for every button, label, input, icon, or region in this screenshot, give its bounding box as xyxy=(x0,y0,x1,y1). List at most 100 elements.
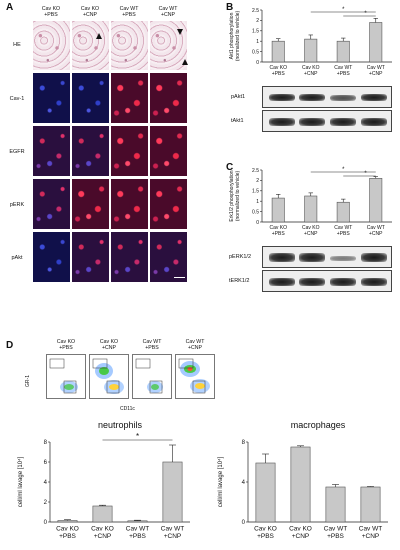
x-tick-label: +PBS xyxy=(272,231,286,237)
y-tick-label: 1 xyxy=(256,199,259,205)
y-tick-label: 8 xyxy=(242,440,246,446)
terk12-blot xyxy=(262,270,392,292)
bar xyxy=(369,22,383,63)
terk12-blot-label: tERK1/2 xyxy=(229,278,250,284)
pakt-stain-tile xyxy=(110,231,149,283)
bar xyxy=(290,446,311,523)
pakt1-blot xyxy=(262,86,392,108)
flow-y-axis-label: GR-1 xyxy=(24,375,31,387)
x-tick-label: +CNP xyxy=(164,533,182,540)
flow-density-graphic xyxy=(49,358,78,394)
panel-d-label: D xyxy=(6,340,14,351)
y-axis-label-group: Erk1/2 phosphorylation (normalized to veh… xyxy=(229,170,241,221)
panel-a-label: A xyxy=(6,2,14,13)
panel-a-col-header: Cav WT +CNP xyxy=(158,6,178,18)
y-tick-label: 2.5 xyxy=(252,168,259,174)
y-tick-label: 1.5 xyxy=(252,29,259,35)
perk-stain-tile xyxy=(71,178,110,230)
blot-band xyxy=(361,94,387,101)
x-tick-label: Cav WT xyxy=(161,526,185,533)
x-tick-label: +PBS xyxy=(337,71,351,77)
flow-density-graphic xyxy=(92,358,124,394)
arrowhead-icon xyxy=(182,59,188,65)
bar xyxy=(336,40,350,63)
significance-star: * xyxy=(342,167,345,173)
egfr-stain-tile xyxy=(71,125,110,177)
panel-d-col-header: Cav WT +CNP xyxy=(185,339,205,351)
x-tick-label: Cav KO xyxy=(56,526,79,533)
bar xyxy=(162,461,183,523)
panel-a-row-label: pAkt xyxy=(11,255,23,261)
bar xyxy=(304,38,318,63)
y-tick-label: 0 xyxy=(242,520,246,526)
neutrophils-chart: neutrophils cell/ml lavage [10⁴] 0 2 4 6 8 Cav … xyxy=(17,420,190,540)
blot-band xyxy=(269,94,295,101)
flow-density-graphic xyxy=(135,358,163,394)
y-tick-label: 4 xyxy=(242,480,246,486)
blot-band xyxy=(299,278,325,286)
significance-star: * xyxy=(136,432,139,441)
x-tick-label: Cav KO xyxy=(254,526,277,533)
y-tick-label: 2 xyxy=(256,18,259,24)
bar xyxy=(369,178,383,223)
arrowhead-icon xyxy=(177,29,183,35)
bar xyxy=(271,197,285,223)
flow-density-graphic xyxy=(178,358,210,394)
flow-x-axis-label: CD11c xyxy=(120,406,135,412)
blot-band xyxy=(330,118,356,126)
y-tick-label: 0.5 xyxy=(252,209,259,215)
blot-band xyxy=(361,253,387,262)
y-axis-label: cell/ml lavage [10⁴] xyxy=(217,456,224,507)
y-tick-label: 2 xyxy=(256,178,259,184)
x-tick-label: +PBS xyxy=(337,231,351,237)
egfr-stain-tile xyxy=(149,125,188,177)
perk12-blot xyxy=(262,246,392,268)
blot-band xyxy=(269,278,295,286)
x-tick-label: +CNP xyxy=(304,71,318,77)
y-tick-label: 2 xyxy=(44,500,48,506)
x-tick-label: +CNP xyxy=(362,533,380,540)
x-tick-label: Cav WT xyxy=(334,65,352,71)
significance-star: * xyxy=(342,7,345,13)
x-tick-label: +PBS xyxy=(257,533,274,540)
y-tick-label: 4 xyxy=(44,480,48,486)
y-axis-label-group: Akt1 phosphorylation (normalized to vehic… xyxy=(229,11,241,62)
panel-a-col-header: Cav WT +PBS xyxy=(119,6,139,18)
y-tick-label: 1.5 xyxy=(252,189,259,195)
x-tick-label: Cav WT xyxy=(334,225,352,231)
egfr-stain-tile xyxy=(110,125,149,177)
blot-band xyxy=(361,278,387,286)
macrophages-chart: macrophages cell/ml lavage [10⁴] 0 4 8 Cav KO… xyxy=(217,420,388,540)
y-tick-label: 0 xyxy=(256,220,259,226)
erk-phosphorylation-chart: Erk1/2 phosphorylation (normalized to veh… xyxy=(229,167,392,237)
pakt1-blot-label: pAkt1 xyxy=(231,94,246,100)
chart-title: macrophages xyxy=(291,420,346,430)
pakt-stain-tile xyxy=(149,231,188,283)
x-tick-label: +CNP xyxy=(369,231,383,237)
panel-c-label: C xyxy=(226,162,234,173)
y-tick-label: 8 xyxy=(44,440,48,446)
bar xyxy=(255,462,276,523)
cav1-stain-tile xyxy=(110,72,149,124)
panel-a-row-label: pERK xyxy=(9,202,25,208)
x-tick-label: +CNP xyxy=(292,533,310,540)
flow-cytometry-plot xyxy=(46,354,86,399)
y-tick-label: 0.5 xyxy=(252,49,259,55)
blot-band xyxy=(330,95,356,101)
flow-cytometry-plot xyxy=(175,354,215,399)
panel-a-col-header: Cav KO +PBS xyxy=(41,6,61,18)
he-micrograph-tile xyxy=(149,20,188,71)
blot-band xyxy=(361,118,387,126)
panel-b-label: B xyxy=(226,2,234,13)
perk-stain-tile xyxy=(32,178,71,230)
chart-title: neutrophils xyxy=(98,420,143,430)
panel-a-row-label: Cav-1 xyxy=(9,96,25,102)
panel-a-row-label: HE xyxy=(13,42,21,48)
bar xyxy=(336,201,350,223)
bar xyxy=(325,486,346,523)
bar xyxy=(304,195,318,223)
blot-band xyxy=(269,118,295,126)
significance-star: * xyxy=(364,171,367,177)
panel-d-col-header: Cav KO +PBS xyxy=(56,339,76,351)
x-tick-label: Cav WT xyxy=(359,526,383,533)
